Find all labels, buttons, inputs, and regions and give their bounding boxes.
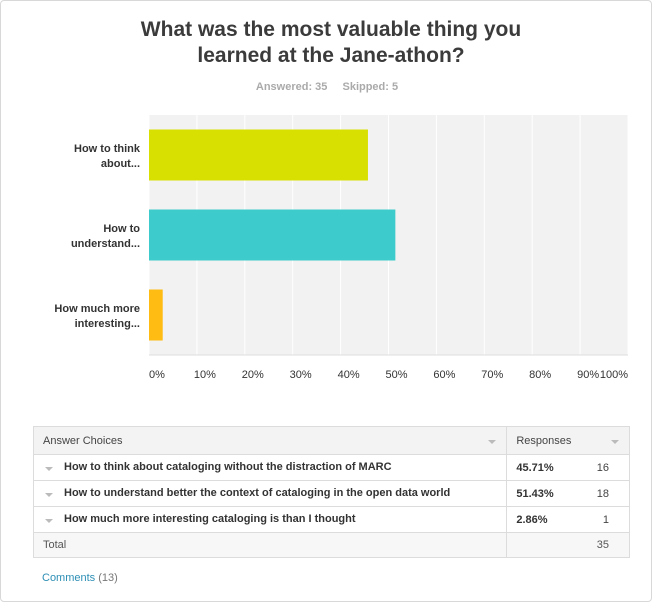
response-percent: 51.43% bbox=[506, 480, 571, 507]
category-label: How to think about... bbox=[74, 143, 141, 170]
comments-link[interactable]: Comments bbox=[42, 572, 96, 584]
bar bbox=[149, 129, 368, 181]
response-count: 1 bbox=[570, 506, 631, 533]
sort-caret-icon[interactable] bbox=[611, 439, 619, 444]
table-row: How to think about cataloging without th… bbox=[32, 454, 631, 481]
x-tick-label: 100% bbox=[600, 369, 628, 381]
bar bbox=[149, 209, 396, 261]
x-tick-label: 10% bbox=[194, 369, 216, 381]
responses-table: Answer Choices Responses How to think ab… bbox=[32, 426, 631, 558]
answer-choice-text: How to understand better the context of … bbox=[64, 487, 451, 500]
answer-choices-header[interactable]: Answer Choices bbox=[32, 426, 508, 455]
total-label: Total bbox=[32, 532, 508, 558]
x-tick-label: 80% bbox=[529, 369, 551, 381]
total-value: 35 bbox=[570, 532, 631, 558]
x-tick-label: 0% bbox=[149, 369, 165, 381]
comments-area: Comments (13) bbox=[42, 572, 118, 584]
expand-caret-icon[interactable] bbox=[45, 518, 53, 523]
response-percent: 2.86% bbox=[506, 506, 571, 533]
bar-chart: 0% 10% 20% 30% 40% 50% 60% 70% 80% 90% 100% How to … bbox=[54, 115, 629, 381]
x-tick-label: 20% bbox=[242, 369, 264, 381]
total-row: Total 35 bbox=[32, 532, 631, 558]
response-summary: Answered: 35 Skipped: 5 bbox=[1, 81, 652, 93]
question-title: What was the most valuable thing you lea… bbox=[140, 18, 522, 67]
expand-caret-icon[interactable] bbox=[45, 466, 53, 471]
table-row: How much more interesting cataloging is … bbox=[32, 506, 631, 533]
table-header-row: Answer Choices Responses bbox=[32, 426, 630, 455]
answer-choice-text: How much more interesting cataloging is … bbox=[64, 513, 356, 526]
skipped-count: Skipped: 5 bbox=[342, 81, 399, 93]
x-tick-label: 30% bbox=[290, 369, 312, 381]
table-row: How to understand better the context of … bbox=[32, 480, 631, 507]
x-tick-label: 90% bbox=[577, 369, 599, 381]
expand-caret-icon[interactable] bbox=[45, 492, 53, 497]
x-tick-label: 70% bbox=[481, 369, 503, 381]
responses-header[interactable]: Responses bbox=[506, 426, 630, 455]
x-tick-label: 50% bbox=[385, 369, 407, 381]
answered-count: Answered: 35 bbox=[255, 81, 328, 93]
category-label: How much more interesting... bbox=[54, 303, 140, 330]
response-count: 16 bbox=[570, 454, 631, 481]
answer-choice-text: How to think about cataloging without th… bbox=[64, 461, 392, 474]
category-label: How to understand... bbox=[71, 223, 140, 250]
bar bbox=[149, 289, 163, 341]
comments-count: (13) bbox=[98, 572, 118, 584]
x-tick-label: 40% bbox=[338, 369, 360, 381]
response-percent: 45.71% bbox=[506, 454, 571, 481]
x-tick-label: 60% bbox=[433, 369, 455, 381]
sort-caret-icon[interactable] bbox=[488, 439, 497, 444]
response-count: 18 bbox=[570, 480, 631, 507]
